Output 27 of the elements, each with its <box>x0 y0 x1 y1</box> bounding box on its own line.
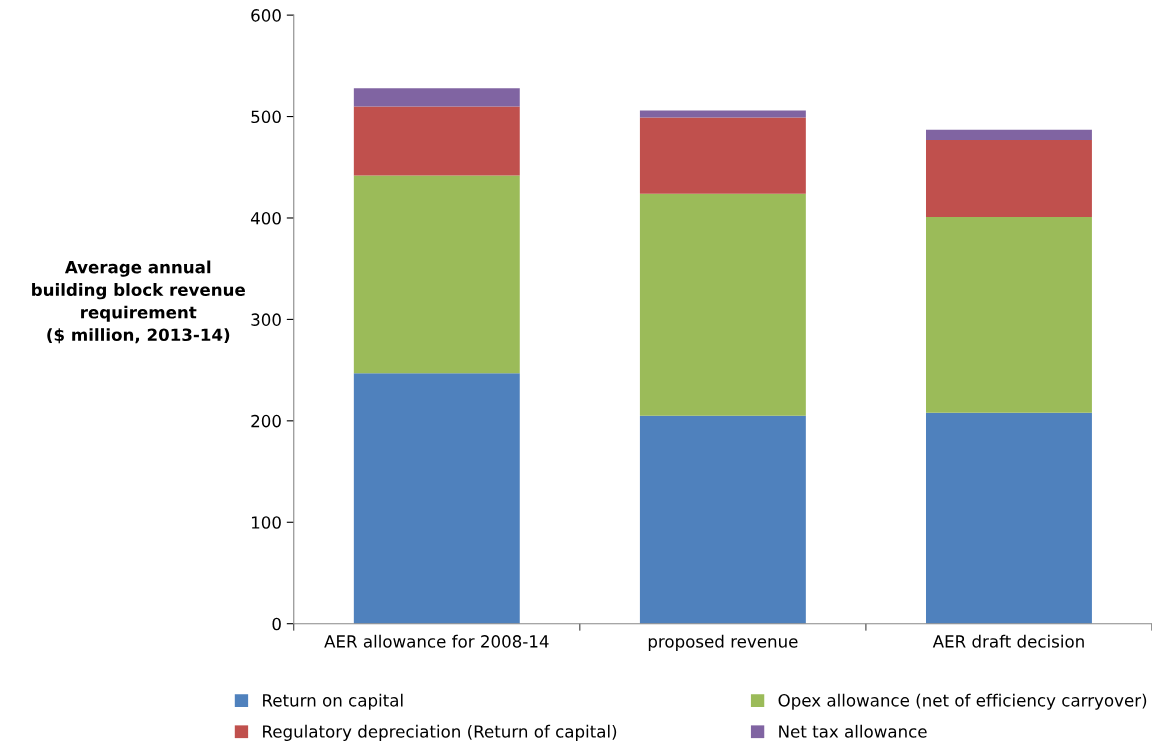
y-tick-label: 600 <box>251 9 281 22</box>
legend-label: Opex allowance (net of efficiency carryover) <box>778 693 1147 710</box>
legend-label: Net tax allowance <box>779 724 927 738</box>
bar <box>926 129 1092 140</box>
bar <box>353 88 520 107</box>
bar <box>926 139 1092 217</box>
legend-label: Regulatory depreciation (Return of capital) <box>263 724 617 741</box>
y-tick-label: 400 <box>250 211 281 225</box>
bar <box>639 117 806 194</box>
bar <box>926 216 1092 413</box>
y-tick-label: 300 <box>251 313 281 326</box>
x-tick-label: AER draft decision <box>932 634 1084 648</box>
bar <box>639 193 806 416</box>
x-tick-label: AER allowance for 2008-14 <box>324 634 549 648</box>
bar <box>639 415 806 624</box>
y-tick-label: 200 <box>251 414 281 428</box>
y-tick-label: 500 <box>251 110 281 124</box>
legend-label: Return on capital <box>263 693 403 710</box>
y-tick-label: 100 <box>251 516 281 529</box>
bar <box>353 175 520 374</box>
bar <box>639 110 806 118</box>
bar <box>353 373 520 624</box>
bar <box>926 412 1092 624</box>
x-tick-label: proposed revenue <box>648 634 798 651</box>
bar <box>353 106 520 176</box>
y-axis-title: Average annual building block revenue requirement ($ million, 2013-14) <box>32 260 245 344</box>
y-tick-label: 0 <box>272 617 281 631</box>
